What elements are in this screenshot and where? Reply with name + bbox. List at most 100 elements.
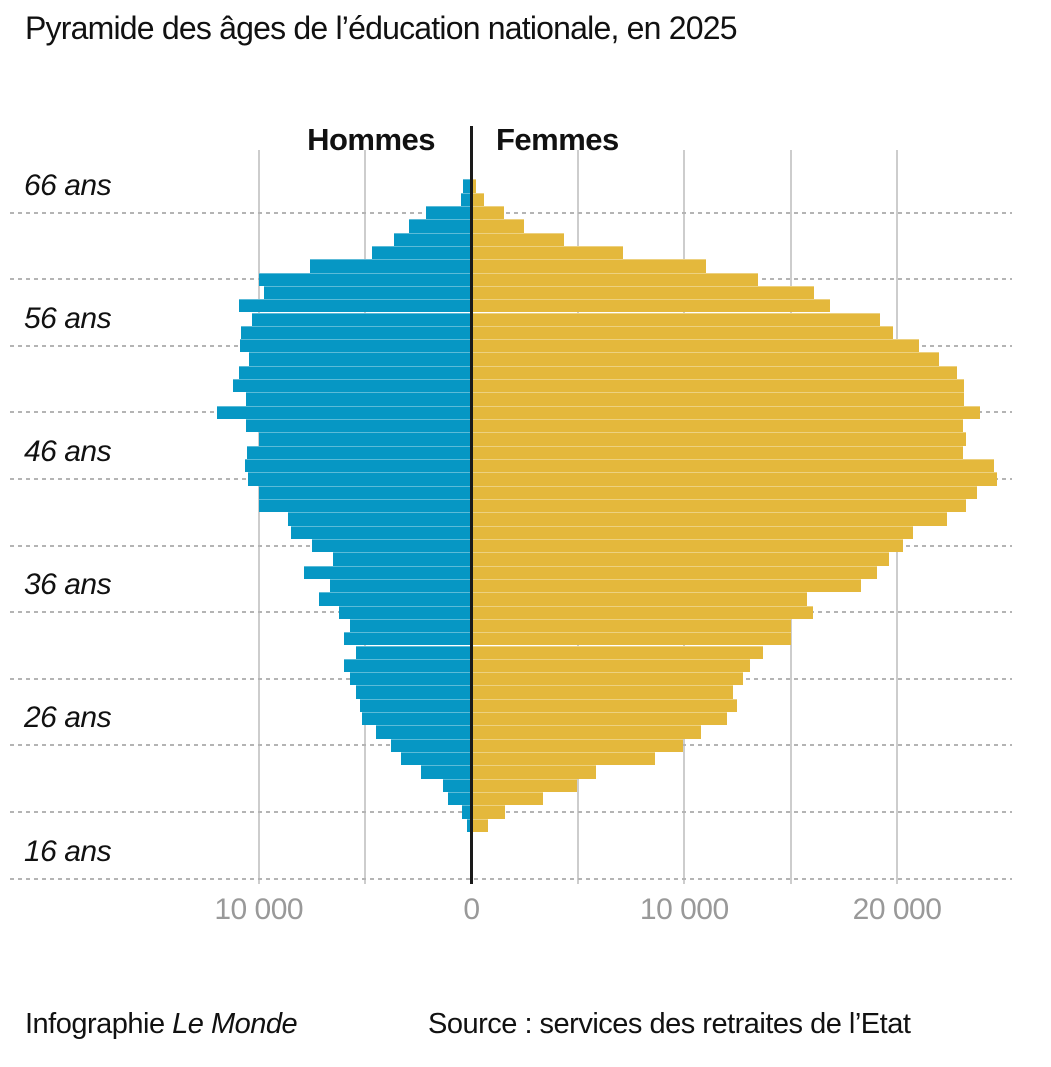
bar-hommes-age-44 (259, 498, 472, 513)
bar-femmes-age-37 (471, 592, 807, 606)
bar-hommes-age-34 (343, 632, 472, 646)
bar-femmes-age-26 (471, 738, 684, 753)
age-label-56-ans: 56 ans (24, 301, 112, 335)
bar-femmes-age-24 (471, 765, 596, 779)
bar-hommes-age-21 (462, 805, 472, 819)
bar-hommes-age-39 (304, 565, 472, 579)
bar-hommes-age-24 (420, 765, 472, 779)
bar-hommes-age-33 (356, 645, 472, 659)
bar-femmes-age-63 (471, 245, 623, 260)
credit-brand: Le Monde (172, 1008, 298, 1040)
bar-hommes-age-28 (361, 712, 472, 726)
bar-femmes-age-34 (471, 632, 791, 646)
bar-femmes-age-57 (471, 325, 893, 340)
bar-hommes-age-57 (240, 325, 472, 340)
bar-hommes-age-38 (329, 578, 472, 593)
bar-femmes-age-50 (471, 419, 963, 433)
bar-hommes-age-59 (239, 299, 472, 313)
bar-hommes-age-27 (375, 725, 472, 739)
bar-hommes-age-58 (251, 312, 472, 326)
bar-femmes-age-32 (471, 658, 750, 673)
bar-femmes-age-67 (471, 192, 484, 206)
bar-hommes-age-56 (239, 339, 472, 353)
bar-hommes-age-62 (309, 259, 472, 273)
bar-hommes-age-51 (216, 405, 472, 420)
source-line: Source : services des retraites de l’Eta… (428, 1008, 911, 1040)
bar-femmes-age-25 (471, 752, 656, 766)
bar-femmes-age-22 (471, 792, 543, 806)
bar-femmes-age-35 (471, 618, 791, 633)
bar-femmes-age-28 (471, 712, 727, 726)
bar-femmes-age-38 (471, 578, 861, 593)
bar-femmes-age-61 (471, 272, 758, 286)
bar-hommes-age-26 (390, 738, 472, 753)
age-label-46-ans: 46 ans (24, 435, 112, 468)
bar-hommes-age-40 (332, 552, 472, 566)
bar-femmes-age-49 (471, 432, 967, 446)
xtick-label-0: 0 (463, 893, 480, 926)
bar-hommes-age-48 (246, 445, 472, 459)
bar-femmes-age-30 (471, 685, 734, 699)
bar-hommes-age-20 (466, 818, 472, 832)
bar-hommes-age-68 (462, 179, 472, 193)
bar-hommes-age-49 (258, 432, 472, 446)
bar-femmes-age-36 (471, 605, 814, 619)
bar-femmes-age-40 (471, 552, 890, 566)
bar-femmes-age-62 (471, 259, 707, 273)
bar-hommes-age-64 (394, 232, 472, 246)
age-label-36-ans: 36 ans (24, 568, 112, 602)
bar-femmes-age-45 (471, 485, 977, 499)
bar-hommes-age-60 (264, 285, 472, 300)
bar-hommes-age-50 (245, 419, 472, 433)
age-label-26-ans: 26 ans (24, 701, 112, 735)
chart-title: Pyramide des âges de l’éducation nationa… (25, 10, 738, 46)
bar-hommes-age-23 (442, 778, 472, 792)
bar-hommes-age-47 (244, 459, 472, 473)
bar-femmes-age-59 (471, 299, 831, 313)
bar-femmes-age-64 (471, 232, 564, 246)
bar-femmes-age-51 (471, 405, 981, 420)
bar-femmes-age-60 (471, 285, 815, 300)
dotted-gridline-66-ans (10, 211, 1012, 214)
bar-hommes-age-52 (245, 392, 472, 406)
xtick-label-10000: 10 000 (639, 893, 729, 926)
bar-femmes-age-31 (471, 672, 744, 686)
bar-femmes-age-43 (471, 512, 948, 526)
xtick-label-20000: 20 000 (852, 893, 942, 926)
bar-hommes-age-53 (232, 379, 472, 393)
credit-line: Infographie Le Monde (25, 1008, 298, 1041)
bar-femmes-age-53 (471, 379, 965, 393)
age-label-16-ans: 16 ans (24, 834, 112, 868)
xtick-label--10000: 10 000 (214, 893, 304, 926)
bar-hommes-age-55 (248, 352, 472, 366)
bar-femmes-age-55 (471, 352, 939, 366)
bar-hommes-age-35 (349, 618, 472, 633)
bar-hommes-age-66 (425, 205, 472, 220)
bar-femmes-age-46 (471, 472, 998, 486)
bar-hommes-age-31 (349, 672, 472, 686)
zero-axis-line (470, 126, 473, 884)
legend-label-femmes: Femmes (496, 122, 619, 157)
age-label-66-ans: 66 ans (24, 168, 112, 202)
bar-femmes-age-68 (471, 179, 476, 193)
bar-femmes-age-47 (471, 459, 995, 473)
bar-hommes-age-22 (447, 792, 472, 806)
bar-femmes-age-39 (471, 565, 878, 579)
bar-femmes-age-48 (471, 445, 963, 459)
bar-hommes-age-46 (248, 472, 472, 486)
legend-label-hommes: Hommes (307, 122, 435, 157)
bar-femmes-age-20 (471, 818, 488, 832)
bar-hommes-age-45 (259, 485, 472, 499)
bar-hommes-age-32 (343, 658, 472, 673)
bar-femmes-age-56 (471, 339, 920, 353)
credit-prefix: Infographie (25, 1008, 173, 1040)
vertical-gridline--10000 (257, 150, 260, 884)
bar-femmes-age-23 (471, 778, 577, 792)
bar-hommes-age-25 (400, 752, 472, 766)
bar-hommes-age-29 (360, 698, 472, 713)
bar-femmes-age-27 (471, 725, 702, 739)
bar-hommes-age-30 (356, 685, 472, 699)
bar-hommes-age-67 (461, 192, 472, 206)
bar-hommes-age-63 (371, 245, 472, 260)
